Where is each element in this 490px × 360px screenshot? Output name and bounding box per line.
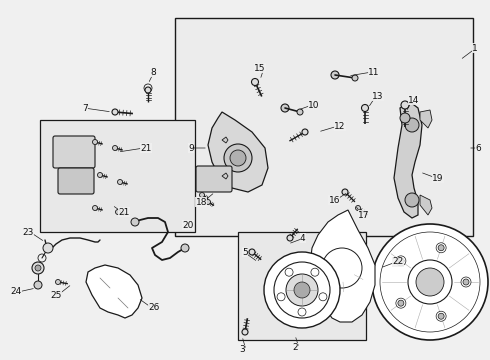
- Circle shape: [285, 268, 293, 276]
- Circle shape: [43, 243, 53, 253]
- Text: 24: 24: [11, 288, 22, 297]
- Circle shape: [249, 249, 255, 255]
- Circle shape: [396, 298, 406, 308]
- Circle shape: [224, 144, 252, 172]
- Circle shape: [400, 113, 410, 123]
- Circle shape: [342, 189, 348, 195]
- Circle shape: [131, 218, 139, 226]
- Circle shape: [398, 300, 404, 306]
- Circle shape: [362, 104, 368, 112]
- Circle shape: [405, 193, 419, 207]
- Text: 25: 25: [50, 291, 62, 300]
- Circle shape: [372, 224, 488, 340]
- Text: 6: 6: [475, 144, 481, 153]
- Text: 8: 8: [150, 68, 156, 77]
- Circle shape: [35, 265, 41, 271]
- Bar: [175, 18, 473, 236]
- Circle shape: [145, 87, 151, 93]
- Text: 22: 22: [392, 257, 403, 266]
- Text: 19: 19: [432, 174, 443, 183]
- Circle shape: [55, 279, 60, 284]
- Text: 2: 2: [292, 343, 298, 352]
- Text: 7: 7: [82, 104, 88, 113]
- Circle shape: [331, 71, 339, 79]
- Text: 12: 12: [334, 122, 345, 131]
- Text: 20: 20: [182, 220, 194, 230]
- Circle shape: [319, 293, 327, 301]
- FancyBboxPatch shape: [53, 136, 95, 168]
- Text: 23: 23: [23, 228, 34, 237]
- FancyBboxPatch shape: [196, 166, 232, 192]
- Circle shape: [286, 274, 318, 306]
- Circle shape: [298, 308, 306, 316]
- Circle shape: [408, 260, 452, 304]
- Bar: [40, 120, 195, 232]
- Circle shape: [398, 258, 404, 264]
- Polygon shape: [86, 265, 142, 318]
- Circle shape: [463, 279, 469, 285]
- Circle shape: [32, 262, 44, 274]
- Circle shape: [287, 235, 293, 241]
- Text: 18: 18: [196, 198, 207, 207]
- Circle shape: [356, 206, 361, 211]
- Circle shape: [199, 193, 204, 198]
- Circle shape: [277, 293, 285, 301]
- Polygon shape: [420, 195, 432, 215]
- Circle shape: [181, 244, 189, 252]
- Circle shape: [230, 150, 246, 166]
- Text: 11: 11: [368, 68, 379, 77]
- Circle shape: [112, 109, 118, 115]
- Circle shape: [205, 199, 211, 204]
- FancyBboxPatch shape: [58, 168, 94, 194]
- Circle shape: [302, 129, 308, 135]
- Circle shape: [98, 172, 102, 177]
- Circle shape: [405, 118, 419, 132]
- Text: 26: 26: [148, 303, 159, 312]
- Circle shape: [251, 78, 259, 86]
- Circle shape: [93, 140, 98, 144]
- Polygon shape: [222, 173, 228, 179]
- Circle shape: [281, 104, 289, 112]
- Polygon shape: [394, 102, 422, 218]
- Text: 15: 15: [254, 63, 266, 72]
- Text: 9: 9: [188, 144, 194, 153]
- Circle shape: [118, 180, 122, 185]
- Text: 21: 21: [140, 144, 151, 153]
- Polygon shape: [222, 137, 228, 143]
- Bar: [238, 232, 366, 340]
- Circle shape: [116, 210, 121, 215]
- Circle shape: [294, 282, 310, 298]
- Circle shape: [242, 329, 248, 335]
- Circle shape: [438, 245, 444, 251]
- Circle shape: [436, 243, 446, 253]
- Text: 10: 10: [308, 100, 319, 109]
- Text: 5: 5: [242, 248, 248, 257]
- Circle shape: [461, 277, 471, 287]
- Text: 13: 13: [372, 91, 384, 100]
- Text: 1: 1: [472, 44, 478, 53]
- Text: 3: 3: [239, 346, 245, 355]
- Circle shape: [436, 311, 446, 321]
- Circle shape: [416, 268, 444, 296]
- Circle shape: [297, 109, 303, 115]
- Circle shape: [34, 281, 42, 289]
- Text: 16: 16: [328, 195, 340, 204]
- Polygon shape: [310, 210, 375, 322]
- Polygon shape: [208, 112, 268, 192]
- Circle shape: [352, 75, 358, 81]
- Text: 21: 21: [118, 207, 129, 216]
- Circle shape: [113, 145, 118, 150]
- Circle shape: [93, 206, 98, 211]
- Text: 17: 17: [358, 211, 369, 220]
- Text: 4: 4: [300, 234, 306, 243]
- Text: 14: 14: [408, 95, 419, 104]
- Circle shape: [401, 101, 409, 109]
- Circle shape: [438, 313, 444, 319]
- Polygon shape: [420, 110, 432, 128]
- Circle shape: [396, 256, 406, 266]
- Circle shape: [264, 252, 340, 328]
- Circle shape: [311, 268, 319, 276]
